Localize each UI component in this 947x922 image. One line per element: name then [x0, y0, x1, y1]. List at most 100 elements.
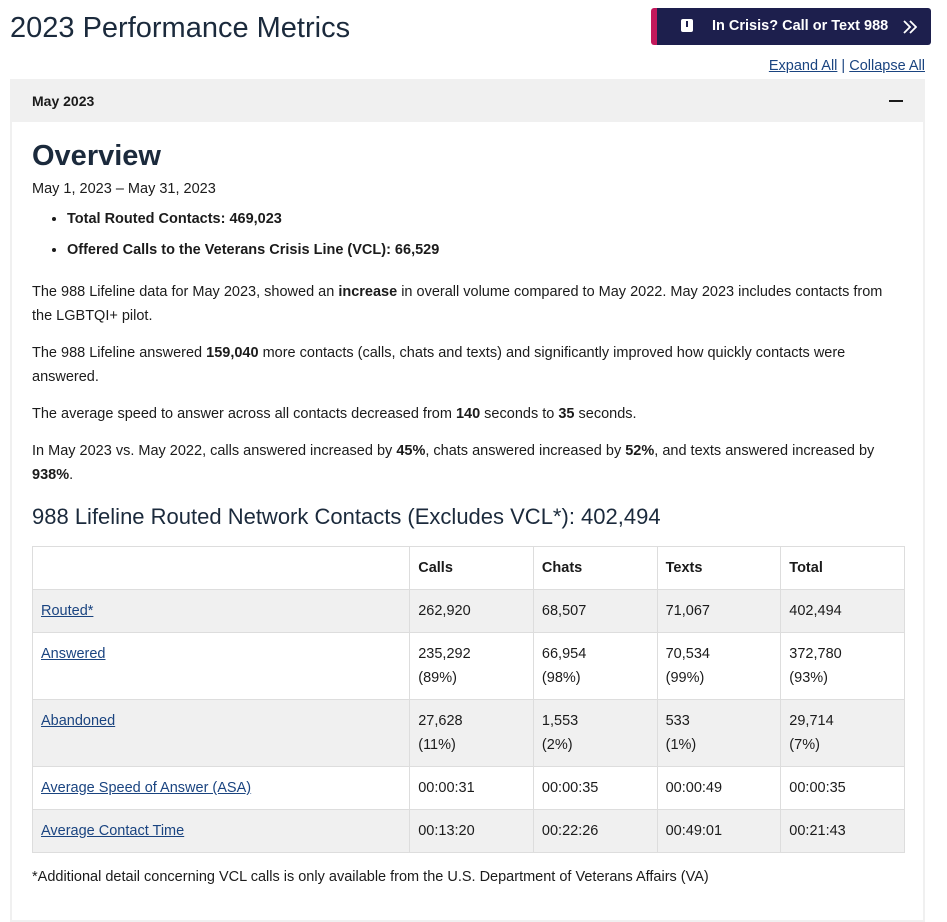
- value: 235,292: [418, 646, 471, 662]
- paragraph: The 988 Lifeline answered 159,040 more c…: [32, 341, 904, 389]
- separator: |: [841, 58, 846, 74]
- text: In May 2023 vs. May 2022, calls answered…: [32, 443, 397, 459]
- value: 1,553: [541, 713, 579, 729]
- table-row: Average Speed of Answer (ASA) 00:00:31 00:…: [31, 766, 905, 810]
- row-label-cell: Answered: [31, 632, 411, 700]
- value: 68,507: [541, 603, 587, 619]
- text: The 988 Lifeline data for May 2023, show…: [32, 284, 339, 300]
- table-row: Routed* 262,920 68,507 71,067 402,494: [31, 589, 905, 633]
- accordion-header[interactable]: May 2023: [10, 79, 925, 122]
- row-label-link[interactable]: Routed*: [41, 603, 94, 619]
- header-row: Calls Chats Texts Total: [31, 546, 905, 590]
- chat-icon: [681, 19, 693, 32]
- panel-content: Overview May 1, 2023 – May 31, 2023 Tota…: [31, 122, 905, 885]
- bold-text: 140: [455, 406, 481, 422]
- text: .: [69, 467, 74, 483]
- paragraph: In May 2023 vs. May 2022, calls answered…: [32, 439, 904, 487]
- text: , chats answered increased by: [425, 443, 626, 459]
- data-cell: 262,920: [409, 589, 534, 633]
- percent: (7%): [789, 737, 820, 753]
- percent: (2%): [541, 737, 573, 753]
- percent: (1%): [665, 737, 697, 753]
- collapse-icon: [889, 100, 903, 102]
- date-range: May 1, 2023 – May 31, 2023: [32, 181, 216, 197]
- row-label-link[interactable]: Abandoned: [41, 713, 116, 729]
- header-cell: [31, 546, 411, 590]
- text: seconds to: [480, 406, 559, 422]
- accordion-label: May 2023: [32, 93, 95, 109]
- bold-text: 938%: [32, 467, 70, 483]
- chevrons: [903, 20, 917, 34]
- paragraph: The average speed to answer across all c…: [32, 402, 904, 426]
- percent: (89%): [418, 670, 457, 686]
- value: 27,628: [418, 713, 463, 729]
- paragraphs: The 988 Lifeline data for May 2023, show…: [32, 280, 904, 487]
- value: 533: [665, 713, 690, 729]
- header-cell: Calls: [409, 546, 534, 590]
- bold-text: 159,040: [206, 345, 259, 361]
- data-cell: 00:00:49: [656, 766, 782, 810]
- value: 66,954: [541, 646, 587, 662]
- value: 00:00:35: [541, 780, 599, 796]
- value: 262,920: [418, 603, 471, 619]
- row-label-link[interactable]: Average Speed of Answer (ASA): [41, 780, 252, 796]
- data-cell: 372,780 (93%): [780, 632, 905, 700]
- table-heading: 988 Lifeline Routed Network Contacts (Ex…: [32, 504, 661, 529]
- text: in overall volume compared to May 2022. …: [32, 284, 883, 324]
- data-cell: 00:00:35: [780, 766, 905, 810]
- row-label-cell: Routed*: [31, 589, 411, 633]
- paragraph: The 988 Lifeline data for May 2023, show…: [32, 280, 904, 328]
- expand-all[interactable]: Expand All: [768, 58, 838, 74]
- bullet-list: Total Routed Contacts: 469,023 Offered Ca…: [32, 211, 904, 258]
- overview-heading: Overview: [32, 140, 161, 172]
- footnote: *Additional detail concerning VCL calls …: [32, 869, 709, 885]
- data-cell: 00:22:26: [532, 809, 658, 853]
- value: 402,494: [789, 603, 842, 619]
- bold-text: 52%: [625, 443, 655, 459]
- text: more contacts (calls, chats and texts) a…: [32, 345, 846, 385]
- bullet: Total Routed Contacts: 469,023: [67, 211, 904, 227]
- data-cell: 29,714 (7%): [780, 699, 905, 767]
- collapse-all[interactable]: Collapse All: [849, 58, 925, 74]
- value: 29,714: [789, 713, 834, 729]
- row-label-cell: Abandoned: [31, 699, 411, 767]
- crisis-label: In Crisis? Call or Text 988: [712, 18, 889, 34]
- text: The average speed to answer across all c…: [32, 406, 456, 422]
- text: seconds.: [574, 406, 637, 422]
- header-cell: Total: [780, 546, 905, 590]
- data-cell: 00:00:31: [409, 766, 534, 810]
- text: The 988 Lifeline answered: [32, 345, 207, 361]
- bold-text: 45%: [396, 443, 426, 459]
- contacts-table: Calls Chats Texts Total Routed* 262,920 68,507…: [31, 546, 905, 853]
- data-cell: 68,507: [532, 589, 658, 633]
- data-cell: 66,954 (98%): [532, 632, 658, 700]
- table-row: Average Contact Time 00:13:20 00:22:26 00:4…: [31, 809, 905, 853]
- value: 00:22:26: [541, 823, 599, 839]
- row-label-link[interactable]: Average Contact Time: [41, 823, 185, 839]
- value: 71,067: [665, 603, 710, 619]
- percent: (99%): [665, 670, 705, 686]
- value: 70,534: [665, 646, 710, 662]
- data-cell: 00:00:35: [532, 766, 658, 810]
- data-cell: 1,553 (2%): [532, 699, 658, 767]
- accordion-links: Expand All | Collapse All: [769, 58, 925, 74]
- page-title: 2023 Performance Metrics: [10, 12, 351, 44]
- crisis-button[interactable]: In Crisis? Call or Text 988: [651, 8, 931, 45]
- row-label-cell: Average Contact Time: [31, 809, 411, 853]
- data-cell: 533 (1%): [656, 699, 782, 767]
- data-cell: 402,494: [780, 589, 905, 633]
- row-label-link[interactable]: Answered: [41, 646, 106, 662]
- value: 00:13:20: [418, 823, 475, 839]
- data-cell: 00:49:01: [656, 809, 782, 853]
- value: 372,780: [789, 646, 842, 662]
- value: 00:00:49: [665, 780, 723, 796]
- value: 00:49:01: [665, 823, 723, 839]
- bold-text: 35: [558, 406, 575, 422]
- percent: (93%): [789, 670, 828, 686]
- row-label-cell: Average Speed of Answer (ASA): [31, 766, 411, 810]
- value: 00:00:35: [789, 780, 846, 796]
- data-cell: 00:21:43: [780, 809, 905, 853]
- percent: (98%): [541, 670, 581, 686]
- percent: (11%): [418, 737, 456, 753]
